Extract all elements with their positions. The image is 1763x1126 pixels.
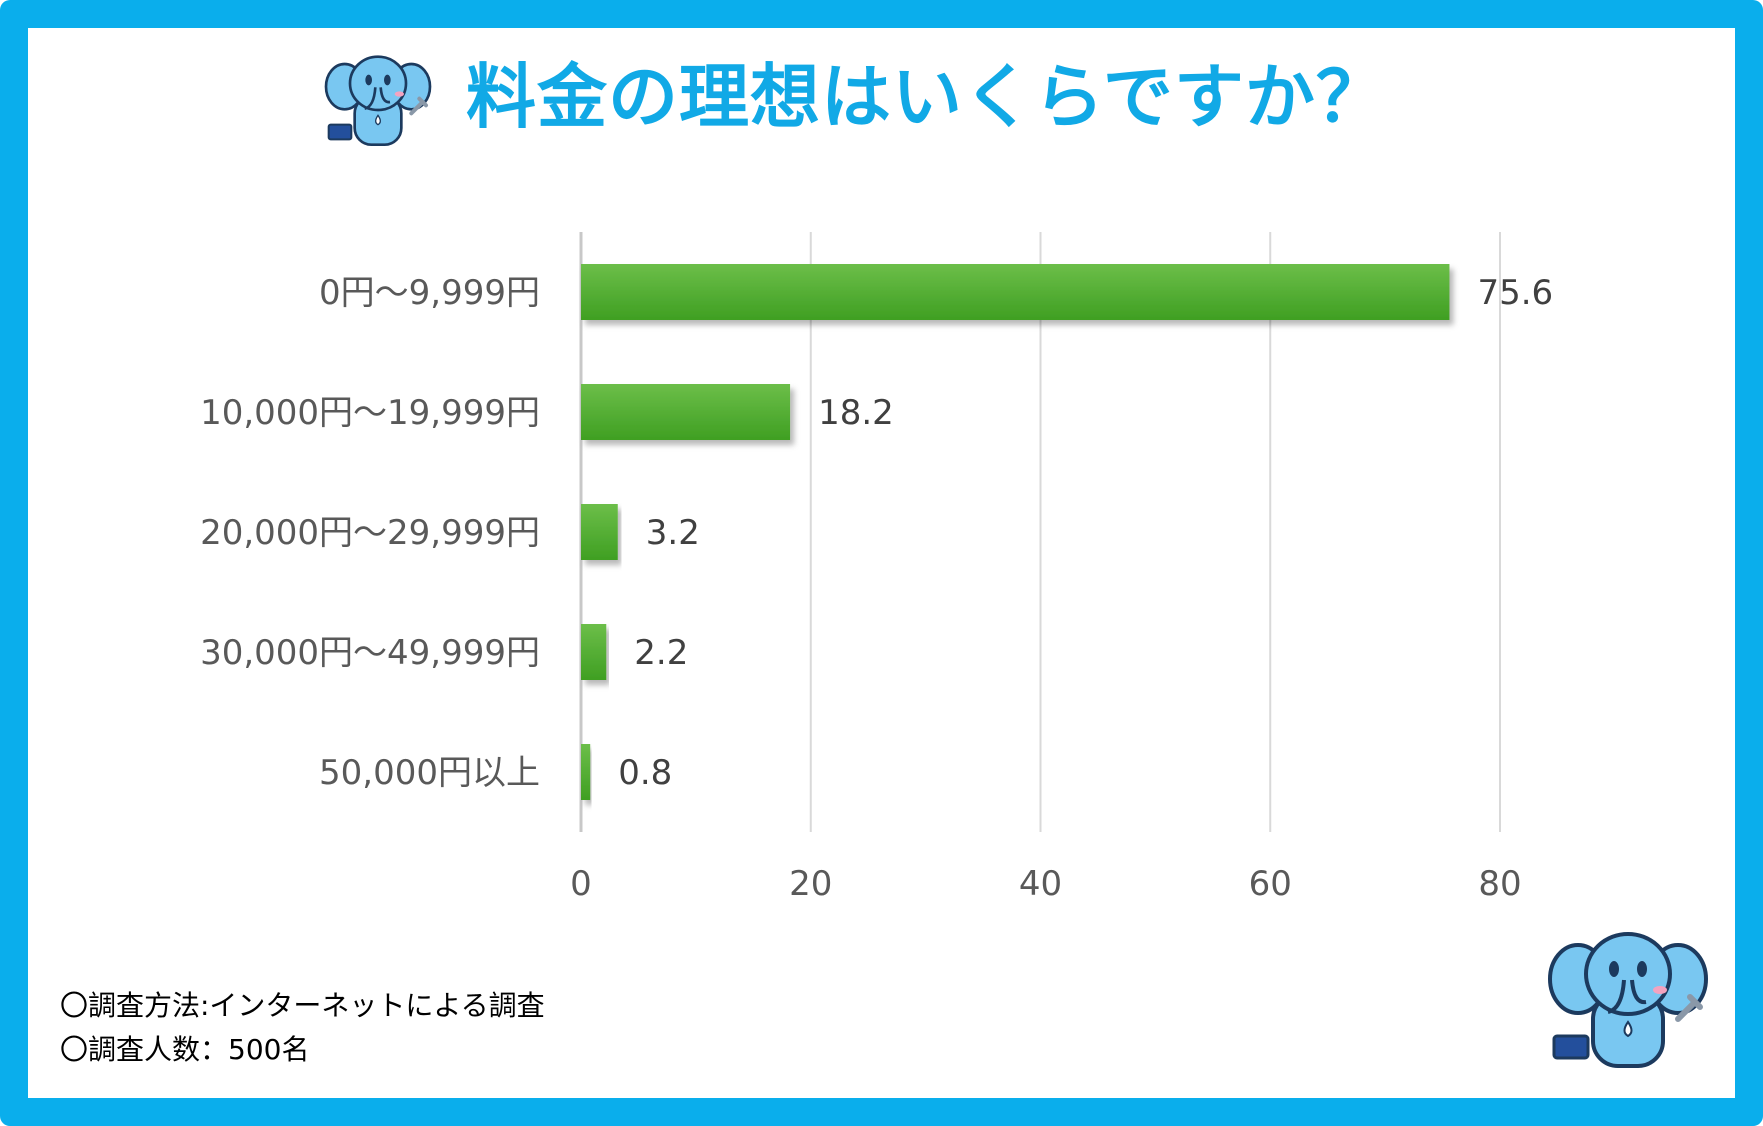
chart-title: 料金の理想はいくらですか？ <box>466 56 1387 138</box>
bar <box>581 624 607 680</box>
data-label: 18.2 <box>818 393 894 433</box>
bars <box>581 264 1450 800</box>
bar <box>581 384 791 440</box>
data-label: 75.6 <box>1477 273 1553 313</box>
x-tick-label: 60 <box>1249 864 1292 904</box>
category-label: 20,000円〜29,999円 <box>200 513 540 553</box>
data-label: 3.2 <box>646 513 700 553</box>
gridlines <box>579 232 1501 832</box>
bar <box>581 744 591 800</box>
x-tick-label: 20 <box>789 864 832 904</box>
elephant-mascot-icon <box>324 55 432 146</box>
bar <box>581 504 618 560</box>
data-label: 2.2 <box>634 633 688 673</box>
x-tick-label: 80 <box>1478 864 1521 904</box>
elephant-mascot-icon <box>1548 932 1708 1068</box>
category-label: 10,000円〜19,999円 <box>200 393 540 433</box>
x-tick-label: 40 <box>1019 864 1062 904</box>
x-tick-label: 0 <box>570 864 592 904</box>
bar <box>581 264 1450 320</box>
data-label: 0.8 <box>618 753 672 793</box>
labels: 0 20 40 60 80 0円〜9,999円 75.6 10,000円〜19,999円 18.… <box>200 273 1553 904</box>
survey-count-note: 〇調査人数：500名 <box>60 1033 310 1066</box>
category-label: 30,000円〜49,999円 <box>200 633 540 673</box>
category-label: 0円〜9,999円 <box>319 273 540 313</box>
category-label: 50,000円以上 <box>319 753 540 793</box>
survey-method-note: 〇調査方法:インターネットによる調査 <box>60 989 545 1022</box>
